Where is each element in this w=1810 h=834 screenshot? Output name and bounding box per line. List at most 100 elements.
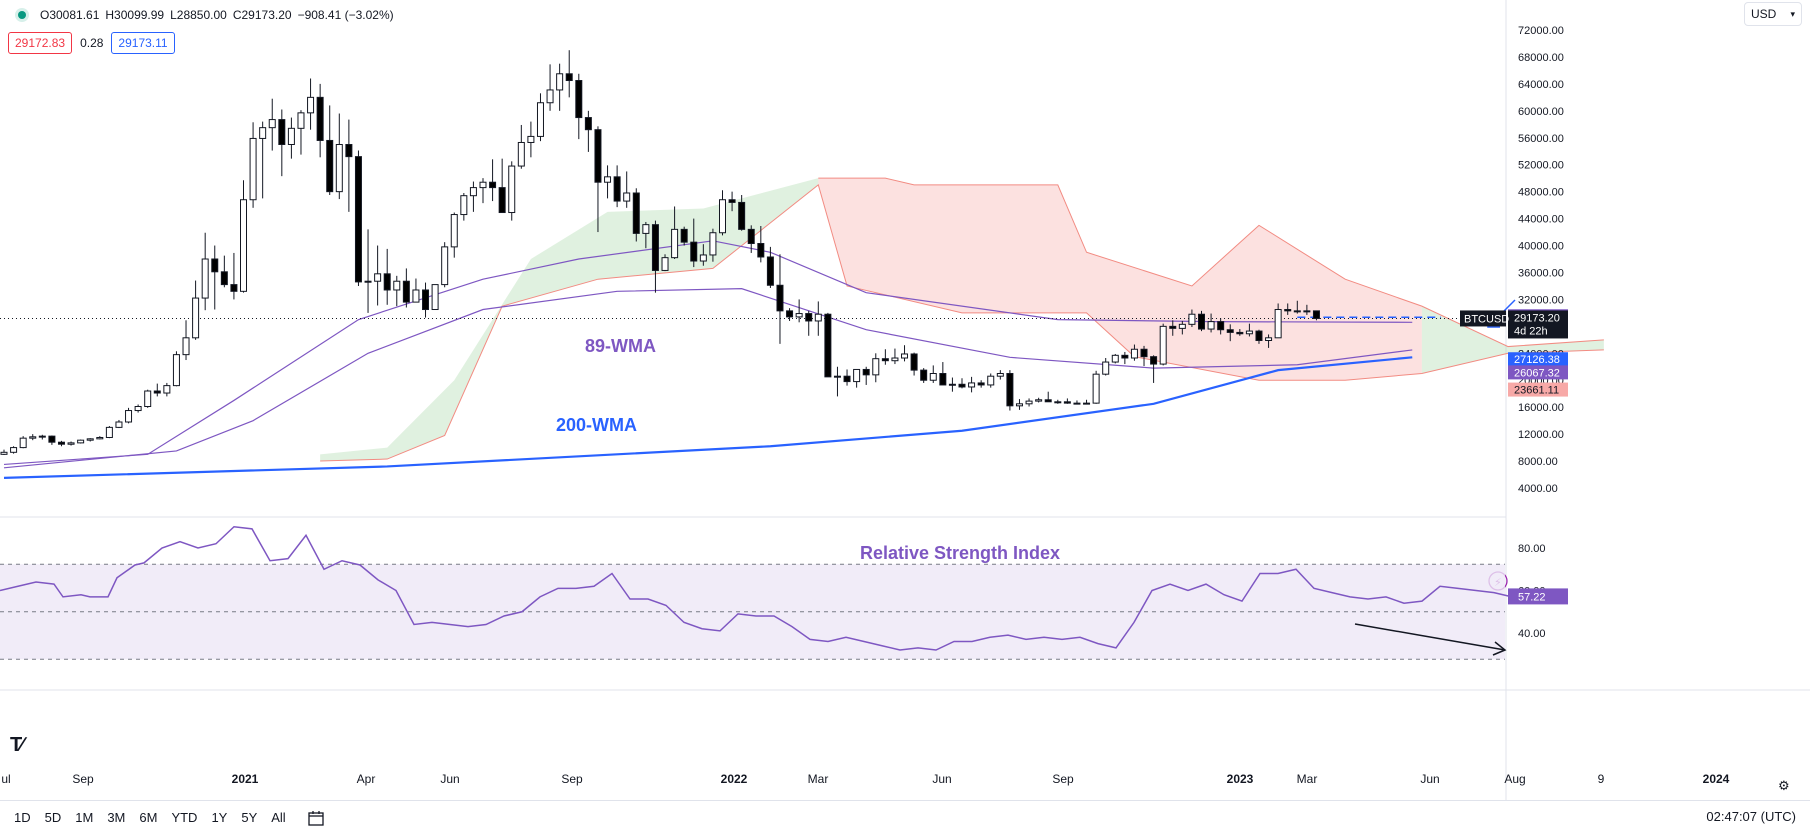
candle	[1073, 402, 1081, 405]
y-tick-label: 40000.00	[1518, 241, 1564, 253]
candle	[29, 436, 37, 439]
cloud-upper-edge	[818, 177, 1604, 348]
wma89-annotation: 89-WMA	[585, 336, 656, 356]
x-tick-label: Jun	[1420, 772, 1439, 786]
candle	[699, 254, 707, 262]
y-tick-label: 72000.00	[1518, 25, 1564, 37]
candle	[584, 117, 592, 131]
candle	[910, 353, 918, 371]
candle	[833, 375, 841, 378]
candle	[1226, 329, 1234, 333]
candle	[316, 96, 324, 141]
candle	[230, 284, 238, 292]
range-1y[interactable]: 1Y	[211, 810, 228, 825]
wma89-price-tag-bg	[1508, 365, 1568, 380]
x-tick-label: Apr	[357, 772, 376, 786]
candle	[920, 369, 928, 381]
candle	[642, 224, 650, 234]
candle	[1102, 361, 1110, 375]
x-tick-label: Mar	[1297, 772, 1318, 786]
range-5d[interactable]: 5D	[44, 810, 62, 825]
candle	[38, 435, 46, 438]
candle	[1044, 399, 1052, 403]
x-tick-label: Sep	[561, 772, 583, 786]
range-1m[interactable]: 1M	[75, 810, 94, 825]
candle	[1035, 399, 1043, 402]
range-all[interactable]: All	[271, 810, 286, 825]
y-tick-label: 36000.00	[1518, 267, 1564, 279]
candle	[1293, 310, 1301, 313]
candle	[249, 137, 257, 201]
candle	[814, 313, 822, 322]
candle	[163, 385, 171, 394]
candle	[297, 112, 305, 129]
bid-price[interactable]: 29172.83	[8, 32, 73, 54]
goto-date-icon[interactable]	[308, 810, 326, 826]
candle	[565, 73, 573, 82]
range-buttons: 1D 5D 1M 3M 6M YTD 1Y 5Y All	[0, 810, 286, 825]
bottom-toolbar: 1D 5D 1M 3M 6M YTD 1Y 5Y All 02:47:07 (UTC)	[0, 800, 1810, 834]
candle	[661, 257, 669, 271]
candle	[450, 214, 458, 248]
wma200-price-tag: 27126.38	[1514, 354, 1560, 366]
candle	[134, 406, 142, 412]
candle	[891, 357, 899, 362]
candle	[220, 271, 228, 286]
candle	[354, 156, 362, 283]
ask-price[interactable]: 29173.11	[111, 32, 175, 54]
candle	[211, 258, 219, 273]
currency-label: USD	[1751, 7, 1777, 21]
candle	[843, 375, 851, 383]
candle	[489, 181, 497, 189]
rsi-line	[0, 525, 1513, 651]
candle	[1178, 323, 1186, 329]
candle	[182, 337, 190, 356]
candle	[747, 228, 755, 245]
rsi-trend-arrowhead	[1492, 641, 1507, 656]
candle	[728, 199, 736, 203]
candle	[307, 96, 315, 114]
x-tick-label: Jun	[932, 772, 951, 786]
candle	[1274, 309, 1282, 339]
candle	[125, 410, 133, 423]
candle	[987, 375, 995, 386]
candle	[1217, 321, 1225, 331]
candle	[872, 358, 880, 376]
candle	[508, 165, 516, 214]
currency-select[interactable]: USD ▾	[1744, 2, 1802, 26]
candle	[498, 187, 506, 214]
candle	[1303, 310, 1311, 313]
candle	[776, 284, 784, 312]
utc-clock[interactable]: 02:47:07 (UTC)	[1706, 809, 1796, 824]
candle	[613, 176, 621, 202]
x-tick-label: ul	[1, 772, 10, 786]
x-tick-label: Sep	[1052, 772, 1074, 786]
candle	[1188, 313, 1196, 325]
range-5y[interactable]: 5Y	[241, 810, 258, 825]
market-status-icon	[18, 11, 26, 19]
candle	[881, 358, 889, 362]
candle	[709, 232, 717, 256]
candle	[153, 390, 161, 394]
symbol-tag: BTCUSD	[1464, 313, 1509, 325]
range-ytd[interactable]: YTD	[171, 810, 198, 825]
range-3m[interactable]: 3M	[107, 810, 126, 825]
candle	[402, 280, 410, 303]
y-tick-label: 4000.00	[1518, 483, 1558, 495]
candle	[469, 187, 477, 197]
candle	[172, 354, 180, 387]
candle	[1198, 313, 1205, 330]
candle	[441, 246, 449, 286]
candle	[192, 297, 200, 339]
candle	[412, 289, 420, 303]
y-tick-label: 16000.00	[1518, 402, 1564, 414]
range-1d[interactable]: 1D	[14, 810, 31, 825]
ohlc-close: C29173.20	[232, 8, 292, 22]
candle	[651, 224, 659, 271]
cloud-price-tag: 23661.11	[1514, 385, 1559, 397]
candle	[680, 228, 688, 243]
candle	[786, 310, 794, 318]
y-tick-label: 52000.00	[1518, 160, 1564, 172]
range-6m[interactable]: 6M	[139, 810, 158, 825]
